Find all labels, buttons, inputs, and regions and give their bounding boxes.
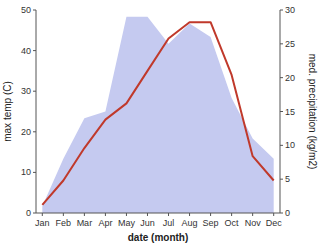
y2-tick [280,77,283,78]
y-tick-label: 10 [21,167,31,177]
y-tick-label: 20 [21,127,31,137]
x-tick-label: Mar [77,218,93,228]
y-axis-line [36,10,37,213]
x-tick [84,213,85,216]
x-tick [63,213,64,216]
y-axis-label: max temp (C) [2,81,13,142]
x-tick-label: May [118,218,136,228]
x-tick-label: Jun [140,218,155,228]
y-tick [33,91,36,92]
x-tick-label: Jul [163,218,175,228]
x-tick [252,213,253,216]
y2-tick-label: 30 [285,5,295,15]
x-tick-label: Apr [98,218,112,228]
y-tick-label: 0 [26,208,31,218]
y-tick-label: 40 [21,46,31,56]
x-tick [147,213,148,216]
x-axis-label: date (month) [128,232,189,243]
x-tick-label: Nov [245,218,262,228]
y2-tick-label: 20 [285,73,295,83]
y-tick [33,131,36,132]
x-tick [231,213,232,216]
x-axis-line [36,213,280,214]
y-tick [33,172,36,173]
x-tick-label: Feb [56,218,72,228]
x-tick-label: Dec [266,218,283,228]
x-tick-label: Aug [182,218,198,228]
y-tick [33,213,36,214]
x-tick [42,213,43,216]
y2-tick-label: 15 [285,107,295,117]
y2-tick [280,10,283,11]
y2-tick-label: 0 [285,208,290,218]
y2-tick [280,145,283,146]
x-tick [210,213,211,216]
y2-tick-label: 25 [285,39,295,49]
y-tick [33,50,36,51]
y-tick-label: 50 [21,5,31,15]
x-tick [168,213,169,216]
precipitation-area [42,17,273,213]
y2-tick-label: 5 [285,174,290,184]
x-tick-label: Sep [203,218,219,228]
y2-tick [280,213,283,214]
y2-tick [280,179,283,180]
y-tick [33,10,36,11]
y2-axis-label: med. precipitation (kg/m2) [307,54,318,170]
plot-area [42,17,273,213]
x-tick [126,213,127,216]
x-tick [189,213,190,216]
y2-tick [280,111,283,112]
y2-tick [280,43,283,44]
x-tick-label: Jan [35,218,50,228]
x-tick-label: Oct [225,218,240,228]
y-tick-label: 30 [21,86,31,96]
y2-tick-label: 10 [285,140,295,150]
chart: 0 10 20 30 40 50 0 5 10 15 20 25 30 Jan Feb Mar Apr May Ju… [0,0,318,247]
temperature-line [42,22,273,205]
x-tick [105,213,106,216]
x-tick [273,213,274,216]
